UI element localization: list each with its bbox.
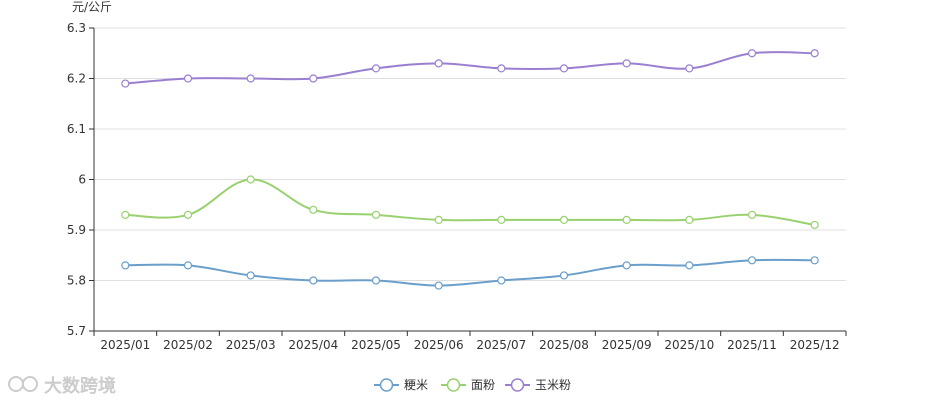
data-point[interactable] — [747, 256, 757, 265]
data-point[interactable] — [309, 205, 318, 214]
data-point[interactable] — [183, 74, 193, 83]
x-tick-label: 2025/02 — [163, 338, 213, 352]
x-tick-label: 2025/11 — [727, 338, 777, 352]
data-point[interactable] — [434, 59, 443, 68]
data-point[interactable] — [371, 210, 381, 219]
x-tick-label: 2025/03 — [226, 338, 276, 352]
data-point[interactable] — [497, 64, 506, 73]
data-point[interactable] — [559, 215, 569, 224]
y-tick-label: 5.7 — [67, 324, 86, 338]
data-point[interactable] — [371, 276, 381, 285]
data-point[interactable] — [497, 276, 506, 285]
x-tick-label: 2025/07 — [476, 338, 526, 352]
series-lines — [121, 49, 819, 290]
data-point[interactable] — [309, 74, 318, 83]
legend[interactable]: 粳米 面粉 玉米粉 — [374, 378, 571, 392]
data-point[interactable] — [497, 215, 506, 224]
data-point[interactable] — [121, 210, 130, 219]
data-point[interactable] — [246, 271, 255, 280]
legend-marker — [446, 378, 461, 392]
data-point[interactable] — [810, 49, 819, 58]
data-point[interactable] — [434, 281, 443, 290]
data-point[interactable] — [747, 210, 757, 219]
x-tick-label: 2025/10 — [664, 338, 714, 352]
x-tick-label: 2025/06 — [414, 338, 464, 352]
legend-item[interactable]: 玉米粉 — [505, 378, 571, 392]
data-point[interactable] — [183, 210, 193, 219]
x-tick-label: 2025/04 — [288, 338, 338, 352]
y-tick-label: 6.1 — [67, 122, 86, 136]
data-point[interactable] — [810, 256, 819, 265]
axes: 5.7 5.8 5.9 6 6.1 6.2 6.3 2025/01 2025/02 2025/03… — [67, 21, 847, 352]
y-tick-label: 6 — [78, 173, 86, 187]
x-tick-label: 2025/12 — [790, 338, 840, 352]
data-point[interactable] — [622, 261, 631, 270]
y-tick-label: 5.9 — [67, 223, 86, 237]
data-point[interactable] — [747, 49, 757, 58]
series-line — [125, 258, 815, 287]
data-point[interactable] — [685, 261, 694, 270]
watermark-text: 大数跨境 — [44, 375, 116, 397]
series-2 — [121, 49, 819, 88]
data-point[interactable] — [121, 79, 130, 88]
brand-logo-icon — [8, 376, 38, 392]
legend-label: 玉米粉 — [535, 378, 571, 392]
legend-item[interactable]: 粳米 — [374, 378, 428, 392]
series-line — [125, 178, 815, 226]
data-point[interactable] — [371, 64, 381, 73]
legend-item[interactable]: 面粉 — [441, 378, 495, 392]
y-tick-label: 5.8 — [67, 274, 86, 288]
y-axis-unit-label: 元/公斤 — [72, 0, 112, 14]
data-point[interactable] — [685, 64, 694, 73]
data-point[interactable] — [309, 276, 318, 285]
data-point[interactable] — [246, 74, 255, 83]
data-point[interactable] — [246, 175, 255, 184]
data-point[interactable] — [810, 220, 819, 230]
data-point[interactable] — [622, 59, 631, 68]
x-tick-label: 2025/01 — [100, 338, 150, 352]
x-tick-label: 2025/05 — [351, 338, 401, 352]
y-tick-label: 6.3 — [67, 21, 86, 35]
data-point[interactable] — [559, 64, 569, 73]
legend-label: 面粉 — [471, 378, 495, 392]
legend-label: 粳米 — [404, 378, 428, 392]
legend-marker — [510, 378, 525, 392]
series-1 — [121, 175, 819, 230]
data-point[interactable] — [559, 271, 569, 280]
series-0 — [121, 256, 819, 290]
x-tick-label: 2025/08 — [539, 338, 589, 352]
legend-marker — [379, 378, 394, 392]
data-point[interactable] — [183, 261, 193, 270]
data-point[interactable] — [434, 215, 443, 224]
data-point[interactable] — [622, 215, 631, 224]
y-tick-label: 6.2 — [67, 72, 86, 86]
data-point[interactable] — [121, 261, 130, 270]
watermark: 大数跨境 — [8, 375, 116, 397]
data-point[interactable] — [685, 215, 694, 224]
x-tick-label: 2025/09 — [602, 338, 652, 352]
